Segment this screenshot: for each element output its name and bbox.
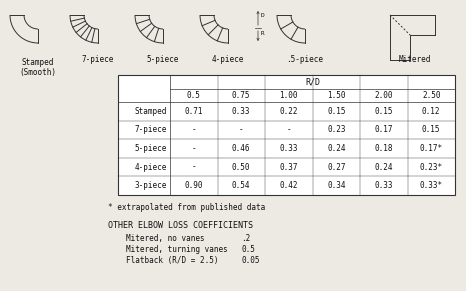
Text: 0.90: 0.90 — [185, 181, 203, 190]
Text: 0.33: 0.33 — [375, 181, 393, 190]
Text: 0.15: 0.15 — [327, 107, 345, 116]
Text: 5-piece: 5-piece — [147, 55, 179, 64]
Text: Mitered, turning vanes: Mitered, turning vanes — [126, 245, 228, 254]
Text: 0.23: 0.23 — [327, 125, 345, 134]
Text: Stamped
(Smooth): Stamped (Smooth) — [20, 58, 56, 77]
Text: -: - — [239, 125, 244, 134]
Text: 0.5: 0.5 — [187, 91, 201, 100]
Text: -: - — [192, 163, 196, 172]
Text: Mitered: Mitered — [399, 55, 431, 64]
Text: 5-piece: 5-piece — [135, 144, 167, 153]
Text: -: - — [192, 125, 196, 134]
Text: -: - — [192, 144, 196, 153]
Text: OTHER ELBOW LOSS COEFFICIENTS: OTHER ELBOW LOSS COEFFICIENTS — [108, 221, 253, 230]
Text: 0.18: 0.18 — [375, 144, 393, 153]
Text: 0.37: 0.37 — [280, 163, 298, 172]
Text: 0.33: 0.33 — [232, 107, 251, 116]
Text: 1.50: 1.50 — [327, 91, 345, 100]
Text: 0.05: 0.05 — [241, 256, 260, 265]
Text: 0.33: 0.33 — [280, 144, 298, 153]
Text: 3-piece: 3-piece — [135, 181, 167, 190]
Text: Stamped: Stamped — [135, 107, 167, 116]
Text: 7-piece: 7-piece — [82, 55, 114, 64]
Text: 0.12: 0.12 — [422, 107, 440, 116]
Text: 0.15: 0.15 — [375, 107, 393, 116]
Text: 0.17: 0.17 — [375, 125, 393, 134]
Text: R/D: R/D — [305, 77, 320, 86]
Text: 0.15: 0.15 — [422, 125, 440, 134]
Text: 0.24: 0.24 — [375, 163, 393, 172]
Text: 1.00: 1.00 — [280, 91, 298, 100]
Text: 0.17*: 0.17* — [420, 144, 443, 153]
Text: D: D — [261, 13, 265, 18]
Text: R: R — [261, 31, 265, 36]
Text: 0.46: 0.46 — [232, 144, 251, 153]
Text: 0.71: 0.71 — [185, 107, 203, 116]
Text: -: - — [287, 125, 291, 134]
Text: 4-piece: 4-piece — [135, 163, 167, 172]
Text: 2.50: 2.50 — [422, 91, 440, 100]
Text: 0.34: 0.34 — [327, 181, 345, 190]
Text: * extrapolated from published data: * extrapolated from published data — [108, 203, 265, 212]
Text: 0.75: 0.75 — [232, 91, 251, 100]
Text: .2: .2 — [241, 234, 250, 243]
Text: 7-piece: 7-piece — [135, 125, 167, 134]
Bar — [118, 75, 455, 195]
Text: 0.5: 0.5 — [241, 245, 255, 254]
Text: 0.24: 0.24 — [327, 144, 345, 153]
Text: 4-piece: 4-piece — [212, 55, 244, 64]
Text: 0.54: 0.54 — [232, 181, 251, 190]
Text: 0.22: 0.22 — [280, 107, 298, 116]
Text: 0.42: 0.42 — [280, 181, 298, 190]
Text: 0.27: 0.27 — [327, 163, 345, 172]
Text: .5-piece: .5-piece — [287, 55, 323, 64]
Text: Flatback (R/D = 2.5): Flatback (R/D = 2.5) — [126, 256, 219, 265]
Text: 0.50: 0.50 — [232, 163, 251, 172]
Text: 0.23*: 0.23* — [420, 163, 443, 172]
Text: Mitered, no vanes: Mitered, no vanes — [126, 234, 205, 243]
Text: 2.00: 2.00 — [375, 91, 393, 100]
Text: 0.33*: 0.33* — [420, 181, 443, 190]
